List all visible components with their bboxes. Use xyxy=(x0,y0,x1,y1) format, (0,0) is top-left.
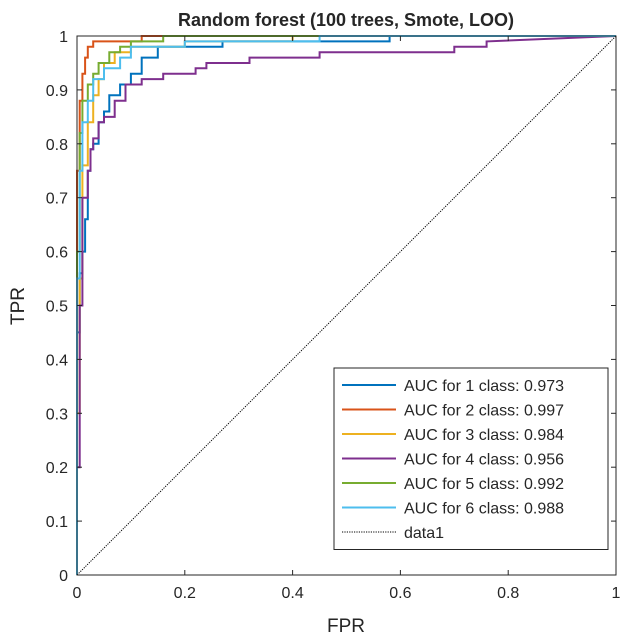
legend: AUC for 1 class: 0.973 AUC for 2 class: 0… xyxy=(333,367,609,550)
y-tick-label: 1 xyxy=(59,29,68,46)
legend-entry: data1 xyxy=(404,525,444,542)
series-line-4 xyxy=(76,35,617,575)
legend-entry: AUC for 6 class: 0.988 xyxy=(404,501,564,518)
chart-title: Random forest (100 trees, Smote, LOO) xyxy=(178,10,514,30)
y-tick-label: 0.5 xyxy=(46,299,68,316)
y-tick-label: 0.2 xyxy=(46,460,68,477)
x-axis-label: FPR xyxy=(327,616,365,637)
x-tick-label: 0.8 xyxy=(497,585,519,602)
axes: 0 0.2 0.4 0.6 0.8 1 0 0.1 0.2 0.3 0.4 0.5 0.6 0.7 0.8 0… xyxy=(46,29,620,602)
legend-entry: AUC for 2 class: 0.997 xyxy=(404,403,564,420)
x-tick-label: 0 xyxy=(73,585,82,602)
y-tick-label: 0.8 xyxy=(46,137,68,154)
y-tick-label: 0.3 xyxy=(46,406,68,423)
y-tick-label: 0.1 xyxy=(46,514,68,531)
y-tick-label: 0.4 xyxy=(46,352,68,369)
x-tick-label: 0.2 xyxy=(174,585,196,602)
legend-entry: AUC for 4 class: 0.956 xyxy=(404,452,564,469)
y-tick-label: 0.6 xyxy=(46,245,68,262)
series-line-5 xyxy=(76,35,616,575)
series-line-6 xyxy=(76,35,616,575)
y-tick-label: 0.7 xyxy=(46,191,68,208)
x-tick-label: 1 xyxy=(612,585,620,602)
legend-entry: AUC for 3 class: 0.984 xyxy=(404,427,564,444)
y-tick-label: 0.9 xyxy=(46,83,68,100)
y-tick-label: 0 xyxy=(59,568,68,585)
x-tick-label: 0.4 xyxy=(281,585,303,602)
y-axis-label: TPR xyxy=(8,287,29,325)
legend-entry: AUC for 5 class: 0.992 xyxy=(404,476,564,493)
legend-entry: AUC for 1 class: 0.973 xyxy=(404,378,564,395)
x-tick-label: 0.6 xyxy=(389,585,411,602)
